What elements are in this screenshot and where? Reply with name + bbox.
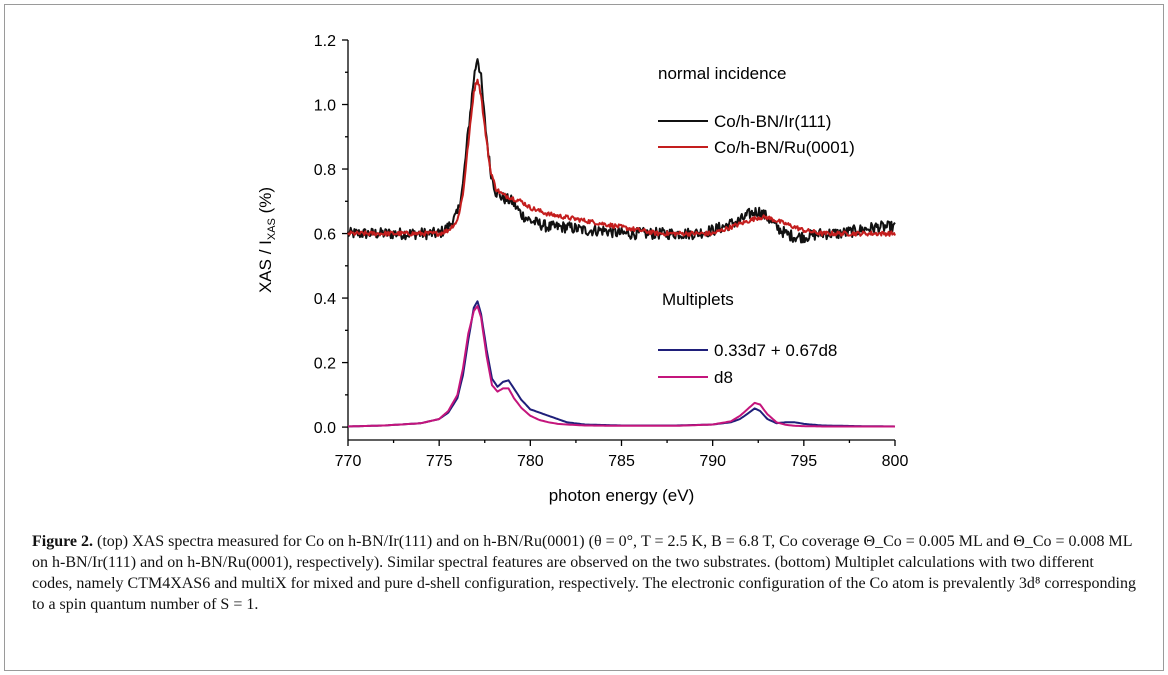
annotation-normal-incidence: normal incidence [658, 64, 787, 83]
y-tick-label: 0.6 [314, 227, 336, 244]
svg-text:XAS / IXAS (%): XAS / IXAS (%) [256, 187, 278, 293]
legend-label-0: Co/h-BN/Ir(111) [714, 112, 831, 131]
x-tick-label: 785 [608, 453, 635, 470]
chart-axes-group: 770 775 780 785 790 795 800 0.0 0.2 0.4 0.6 0.8 1.0 1… [314, 33, 909, 470]
chart-series-group [347, 58, 896, 428]
x-tick-label: 795 [790, 453, 817, 470]
series-line-3 [347, 305, 895, 428]
series-line-1 [347, 78, 896, 237]
legend-label-3: d8 [714, 368, 733, 387]
legend-label-1: Co/h-BN/Ru(0001) [714, 138, 855, 157]
y-tick-label: 1.0 [314, 98, 336, 115]
caption-label: Figure 2. [32, 533, 94, 550]
figure-caption: Figure 2. (top) XAS spectra measured for… [32, 531, 1137, 615]
y-tick-label: 0.4 [314, 291, 336, 308]
x-tick-label: 800 [882, 453, 909, 470]
x-tick-label: 775 [426, 453, 453, 470]
y-tick-label: 0.0 [314, 420, 336, 437]
x-axis-label: photon energy (eV) [549, 486, 695, 505]
y-tick-label: 0.2 [314, 356, 336, 373]
chart-legend: Co/h-BN/Ir(111) Co/h-BN/Ru(0001) 0.33d7 + … [658, 112, 855, 387]
y-axis-label: XAS / IXAS (%) [256, 187, 278, 293]
series-line-2 [347, 300, 896, 428]
x-tick-label: 790 [699, 453, 726, 470]
legend-label-2: 0.33d7 + 0.67d8 [714, 341, 837, 360]
x-tick-label: 780 [517, 453, 544, 470]
y-tick-label: 0.8 [314, 162, 336, 179]
annotation-multiplets: Multiplets [662, 290, 734, 309]
x-tick-label: 770 [335, 453, 362, 470]
xas-chart: 770 775 780 785 790 795 800 0.0 0.2 0.4 0.6 0.8 1.0 1… [256, 33, 909, 505]
y-tick-label: 1.2 [314, 33, 336, 50]
caption-text: (top) XAS spectra measured for Co on h-B… [32, 533, 1136, 613]
figure-frame [4, 4, 1164, 671]
